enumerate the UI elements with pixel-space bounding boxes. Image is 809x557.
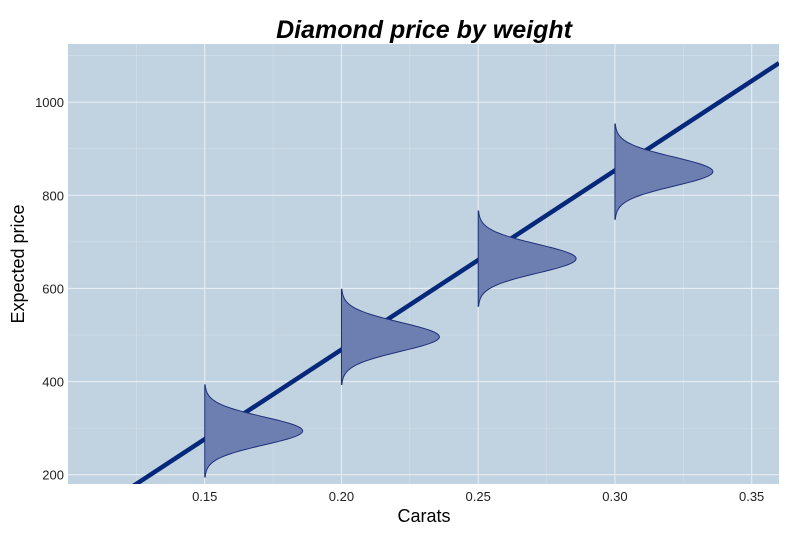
grid-minor <box>68 44 779 484</box>
x-axis-label: Carats <box>397 506 450 526</box>
x-tick-label: 0.35 <box>739 489 764 504</box>
y-tick-label: 200 <box>42 468 64 483</box>
chart-title: Diamond price by weight <box>276 16 574 44</box>
density-curve <box>477 210 577 307</box>
y-tick-label: 400 <box>42 375 64 390</box>
x-tick-label: 0.20 <box>329 489 354 504</box>
y-tick-label: 1000 <box>35 95 64 110</box>
y-axis-ticks: 200 400 600 800 1000 <box>35 95 64 482</box>
density-curve <box>340 288 440 385</box>
x-tick-label: 0.15 <box>192 489 217 504</box>
plot-panel <box>68 44 779 484</box>
y-tick-label: 800 <box>42 188 64 203</box>
x-tick-label: 0.25 <box>466 489 491 504</box>
y-tick-label: 600 <box>42 281 64 296</box>
density-curve <box>614 123 714 220</box>
x-axis-ticks: 0.15 0.20 0.25 0.30 0.35 <box>192 489 764 504</box>
density-curve <box>204 384 304 478</box>
y-axis-label: Expected price <box>8 204 28 323</box>
x-tick-label: 0.30 <box>602 489 627 504</box>
series-line <box>132 61 779 484</box>
